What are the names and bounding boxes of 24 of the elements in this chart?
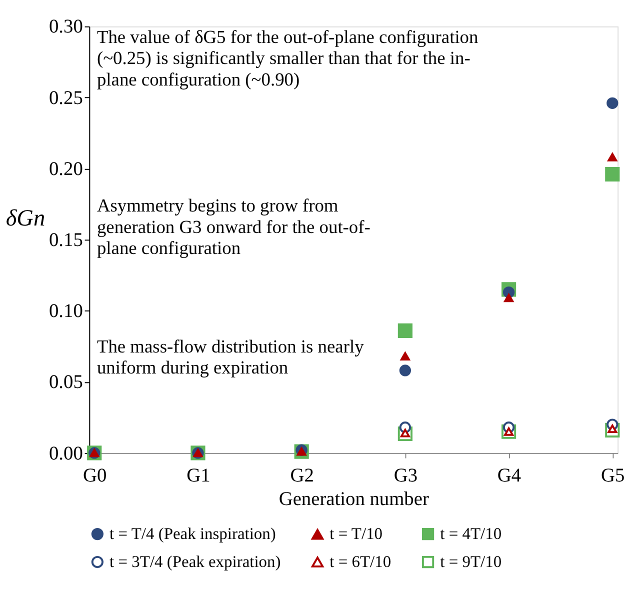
y-tick-label: 0.05: [48, 372, 83, 394]
y-tick-label: 0.25: [48, 88, 83, 109]
y-tick-label: 0.10: [48, 301, 83, 322]
legend-label: t = T/10: [330, 524, 383, 544]
legend-label: t = 9T/10: [440, 552, 502, 571]
annotation: The value of δG5 for the out-of-plane configuration (~0.25) is significantly smaller than that for the in-plane configuration (~0.90): [96, 26, 478, 90]
x-tick-label: G3: [394, 466, 418, 487]
legend-label: t = 6T/10: [330, 552, 392, 571]
x-tick-label: G4: [497, 466, 522, 487]
legend-label: t = 3T/4 (Peak expiration): [110, 552, 281, 571]
legend-label: t = 4T/10: [440, 524, 502, 543]
x-tick-label: G1: [186, 466, 210, 487]
legend-label: t = T/4 (Peak inspiration): [110, 524, 276, 543]
annotation: The mass-flow distribution is nearly uniform during expiration: [96, 336, 365, 378]
y-tick-label: 0.00: [48, 443, 83, 464]
annotation: Asymmetry begins to grow from generation G3 onward for the out-of-plane configuration: [96, 196, 370, 258]
y-tick-label: 0.15: [48, 230, 83, 251]
x-axis-title: Generation number: [278, 488, 430, 510]
x-tick-label: G0: [83, 466, 107, 487]
y-tick-label: 0.30: [48, 16, 83, 38]
x-tick-label: G2: [290, 466, 314, 487]
x-tick-label: G5: [601, 466, 625, 487]
y-axis-title: δGn: [6, 206, 46, 232]
y-tick-label: 0.20: [48, 158, 83, 180]
